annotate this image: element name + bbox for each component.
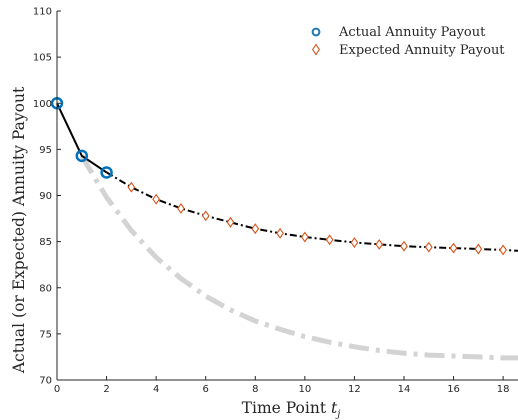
x-tick-label: 16 xyxy=(447,384,460,395)
actual-payout-marker xyxy=(100,166,113,179)
legend-circle-marker-icon xyxy=(311,27,321,37)
y-tick-label: 75 xyxy=(39,329,52,340)
expected-payout-marker xyxy=(177,202,185,214)
expected-payout-marker xyxy=(276,227,284,239)
legend-label-actual: Actual Annuity Payout xyxy=(338,25,486,40)
x-tick-label: 4 xyxy=(153,384,159,395)
expected-payout-marker xyxy=(424,241,433,253)
y-axis-title: Actual (or Expected) Annuity Payout xyxy=(10,86,28,374)
expected-payout-marker xyxy=(325,234,334,246)
expected-payout-marker xyxy=(152,193,161,205)
x-tick-label: 10 xyxy=(298,384,311,395)
axes: 0 2 4 6 8 10 12 14 16 18 70 75 80 85 90 95 100 105 110 xyxy=(33,7,518,395)
x-axis-title-text: Time Point xyxy=(242,399,327,417)
y-tick-label: 105 xyxy=(33,53,52,64)
expected-payout-marker xyxy=(201,210,210,222)
x-tick-label: 14 xyxy=(398,384,411,395)
legend: Actual Annuity Payout Expected Annuity P… xyxy=(311,25,505,58)
x-tick-label: 18 xyxy=(497,384,510,395)
expected-payout-marker xyxy=(251,223,260,235)
expected-payout-marker xyxy=(375,238,384,250)
y-tick-label: 90 xyxy=(39,191,52,202)
actual-payout-marker xyxy=(75,149,89,163)
x-tick-label: 12 xyxy=(348,384,361,395)
y-tick-label: 110 xyxy=(33,7,52,18)
y-tick-label: 95 xyxy=(39,145,52,156)
actual-payout-line xyxy=(56,102,108,174)
y-tick-label: 85 xyxy=(39,237,52,248)
x-tick-label: 2 xyxy=(103,384,109,395)
plot-area xyxy=(50,97,518,361)
expected-payout-marker xyxy=(300,231,309,243)
expected-payout-marker xyxy=(127,181,136,193)
x-tick-label: 6 xyxy=(203,384,209,395)
y-tick-label: 100 xyxy=(33,99,52,110)
expected-payout-marker xyxy=(350,237,359,248)
x-axis-title-variable: t xyxy=(331,399,338,417)
y-tick-label: 80 xyxy=(39,283,52,294)
expected-payout-marker xyxy=(474,243,483,255)
x-tick-label: 8 xyxy=(252,384,258,395)
x-axis-title-subscript: j xyxy=(335,409,340,420)
x-tick-label: 0 xyxy=(54,384,60,395)
expected-payout-marker xyxy=(449,242,458,254)
expected-payout-marker xyxy=(226,216,235,228)
legend-label-expected: Expected Annuity Payout xyxy=(339,43,505,58)
expected-payout-marker xyxy=(400,240,408,252)
expected-payout-marker xyxy=(499,244,508,256)
expected-payout-line xyxy=(106,171,518,252)
legend-diamond-marker-icon xyxy=(312,43,320,56)
x-axis-title: Time Point tj xyxy=(242,399,341,420)
y-tick-label: 70 xyxy=(39,376,52,387)
projection-line xyxy=(79,154,518,361)
